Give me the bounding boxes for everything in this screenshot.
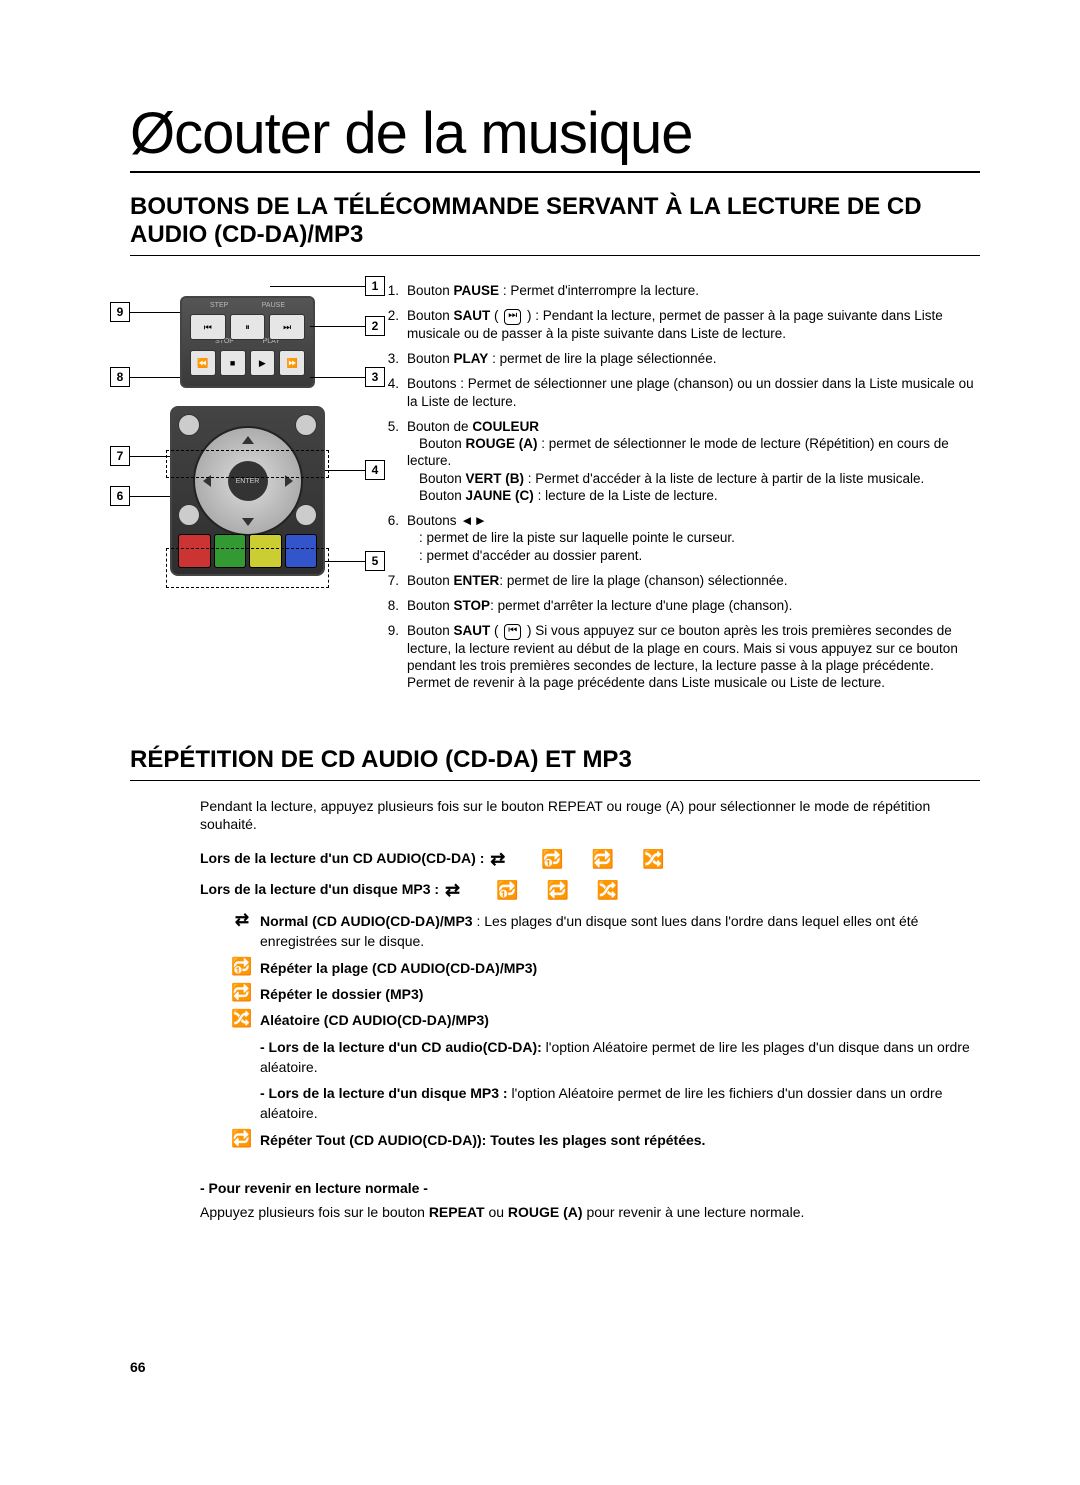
- callout-line: [130, 496, 170, 497]
- return-text: Appuyez plusieurs fois sur le bouton REP…: [200, 1204, 980, 1220]
- callout-line: [325, 561, 365, 562]
- section-1-title: BOUTONS DE LA TÉLÉCOMMANDE SERVANT À LA …: [130, 193, 980, 256]
- btn-ffwd-icon: ⏩: [279, 350, 305, 376]
- remote-dpad-panel: ENTER 4 5 6 7: [130, 406, 365, 586]
- list-item-9: Bouton SAUT ( ⏮ ) Si vous appuyez sur ce…: [407, 622, 980, 691]
- page-title: Øcouter de la musique: [130, 100, 980, 173]
- normal-icon: ⇄: [230, 911, 254, 930]
- remote-top-panel: STEP PAUSE STOP PLAY ⏮ ⏸ ⏭ ⏪ ■ ▶ ⏩: [130, 282, 365, 392]
- desc-shuffle-mp3: - Lors de la lecture d'un disque MP3 : l…: [260, 1083, 980, 1124]
- arrow-up-icon: [242, 436, 254, 444]
- label-pause: PAUSE: [262, 302, 285, 309]
- callout-line: [270, 286, 365, 287]
- dpad: ENTER: [193, 426, 303, 536]
- list-item-2: Bouton SAUT ( ⏭ ) : Pendant la lecture, …: [407, 307, 980, 342]
- repeat-one-icon: 🔂: [496, 880, 518, 901]
- skip-back-icon: ⏮: [504, 624, 521, 640]
- section-2-title: RÉPÉTITION DE CD AUDIO (CD-DA) ET MP3: [130, 746, 980, 781]
- callout-line: [310, 377, 365, 378]
- btn-stop-icon: ■: [220, 350, 246, 376]
- repeat-all-icon: 🔁: [592, 849, 614, 870]
- arrow-down-icon: [242, 518, 254, 526]
- btn-pause-icon: ⏸: [230, 314, 266, 340]
- list-item-5: Bouton de COULEUR Bouton ROUGE (A) : per…: [407, 418, 980, 504]
- list-num: 3.: [383, 350, 399, 367]
- repeat-all-icon: 🔁: [230, 1130, 254, 1149]
- list-num: 8.: [383, 597, 399, 614]
- btn-rewind-icon: ⏪: [190, 350, 216, 376]
- corner-btn-icon: [295, 414, 317, 436]
- mode-descriptions: ⇄ Normal (CD AUDIO(CD-DA)/MP3 : Les plag…: [230, 911, 980, 1150]
- dashed-highlight-arrows: [166, 450, 329, 478]
- btn-play-icon: ▶: [250, 350, 276, 376]
- repeat-folder-icon: 🔁: [230, 984, 254, 1003]
- normal-icon: ⇄: [445, 880, 460, 901]
- callout-line: [130, 312, 180, 313]
- list-item-6: Boutons ◄► : permet de lire la piste sur…: [407, 512, 980, 564]
- remote-diagram-column: STEP PAUSE STOP PLAY ⏮ ⏸ ⏭ ⏪ ■ ▶ ⏩: [130, 282, 365, 700]
- repeat-one-icon: 🔂: [541, 849, 563, 870]
- list-num: 7.: [383, 572, 399, 589]
- list-num: 2.: [383, 307, 399, 342]
- instructions-list: 1. Bouton PAUSE : Permet d'interrompre l…: [383, 282, 980, 700]
- callout-2: 2: [365, 316, 385, 336]
- list-num: 6.: [383, 512, 399, 564]
- callout-line: [130, 377, 180, 378]
- remote-frame-1: STEP PAUSE STOP PLAY ⏮ ⏸ ⏭ ⏪ ■ ▶ ⏩: [180, 296, 315, 388]
- list-num: 9.: [383, 622, 399, 691]
- list-num: 4.: [383, 375, 399, 410]
- callout-1: 1: [365, 276, 385, 296]
- mode-cdda-line: Lors de la lecture d'un CD AUDIO(CD-DA) …: [200, 849, 980, 870]
- callout-7: 7: [110, 446, 130, 466]
- desc-shuffle-cdda: - Lors de la lecture d'un CD audio(CD-DA…: [260, 1037, 980, 1078]
- mode-mp3-line: Lors de la lecture d'un disque MP3 : ⇄ 🔂…: [200, 880, 980, 901]
- label-step: STEP: [210, 302, 228, 309]
- callout-line: [130, 456, 170, 457]
- callout-4: 4: [365, 460, 385, 480]
- btn-prev-icon: ⏮: [190, 314, 226, 340]
- intro-text: Pendant la lecture, appuyez plusieurs fo…: [200, 797, 980, 833]
- shuffle-icon: 🔀: [230, 1010, 254, 1029]
- corner-btn-icon: [178, 414, 200, 436]
- list-item-4: Boutons : Permet de sélectionner une pla…: [407, 375, 980, 410]
- callout-line: [310, 326, 365, 327]
- callout-3: 3: [365, 367, 385, 387]
- normal-icon: ⇄: [490, 849, 505, 870]
- list-item-7: Bouton ENTER: permet de lire la plage (c…: [407, 572, 980, 589]
- callout-5: 5: [365, 551, 385, 571]
- corner-btn-icon: [178, 504, 200, 526]
- desc-shuffle: Aléatoire (CD AUDIO(CD-DA)/MP3): [260, 1010, 980, 1030]
- skip-forward-icon: ⏭: [504, 309, 521, 325]
- callout-9: 9: [110, 302, 130, 322]
- shuffle-icon: 🔀: [597, 880, 619, 901]
- shuffle-icon: 🔀: [642, 849, 664, 870]
- page-number: 66: [130, 1359, 146, 1375]
- desc-repeat-track: Répéter la plage (CD AUDIO(CD-DA)/MP3): [260, 958, 980, 978]
- list-item-1: Bouton PAUSE : Permet d'interrompre la l…: [407, 282, 980, 299]
- repeat-folder-icon: 🔁: [546, 880, 568, 901]
- dashed-highlight-colors: [166, 548, 329, 588]
- list-num: 5.: [383, 418, 399, 504]
- desc-repeat-folder: Répéter le dossier (MP3): [260, 984, 980, 1004]
- desc-repeat-all: Répéter Tout (CD AUDIO(CD-DA)): Toutes l…: [260, 1130, 980, 1150]
- btn-next-icon: ⏭: [269, 314, 305, 340]
- list-item-8: Bouton STOP: permet d'arrêter la lecture…: [407, 597, 980, 614]
- repeat-one-icon: 🔂: [230, 958, 254, 977]
- desc-normal: Normal (CD AUDIO(CD-DA)/MP3 : Les plages…: [260, 911, 980, 952]
- list-num: 1.: [383, 282, 399, 299]
- list-item-3: Bouton PLAY : permet de lire la plage sé…: [407, 350, 980, 367]
- return-title: - Pour revenir en lecture normale -: [200, 1180, 980, 1196]
- callout-8: 8: [110, 367, 130, 387]
- callout-line: [325, 470, 365, 471]
- corner-btn-icon: [295, 504, 317, 526]
- callout-6: 6: [110, 486, 130, 506]
